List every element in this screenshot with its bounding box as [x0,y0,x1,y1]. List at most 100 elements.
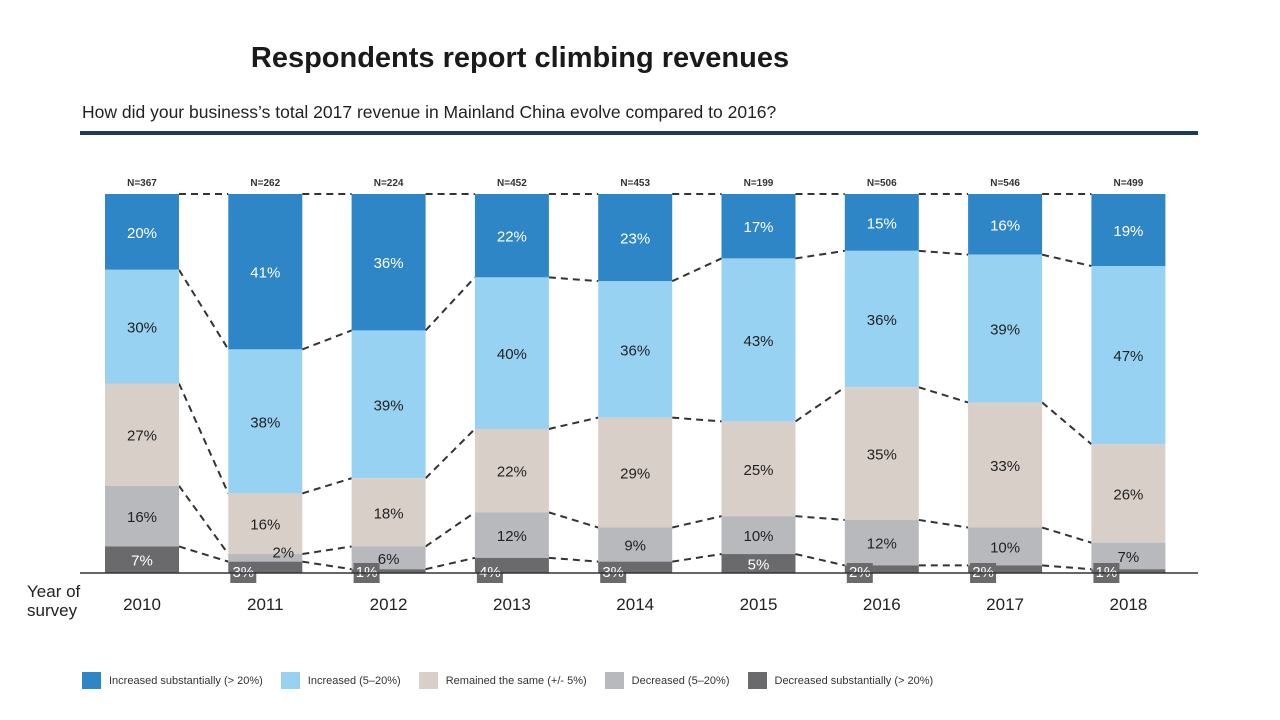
connector-line [1041,526,1092,544]
sample-size-label: N=546 [990,178,1020,189]
sample-size-label: N=453 [620,178,650,189]
connector-line [178,485,230,555]
legend-item: Remained the same (+/- 5%) [418,672,587,689]
value-label: 40% [497,346,527,363]
chart-subtitle: How did your business’s total 2017 reven… [82,102,777,122]
bar-segment [721,421,796,517]
connector-line [795,553,846,567]
bar-segment [474,428,549,513]
connector-line [178,545,229,563]
value-label: 35% [867,447,897,464]
value-label: 5% [748,557,770,574]
x-tick-label: 2015 [740,595,778,614]
bar-segment [721,554,796,573]
value-label: 33% [990,458,1020,475]
legend-item: Increased (5–20%) [280,672,401,689]
legend-swatch [747,672,767,689]
bar-segment [598,417,673,528]
connector-line [1041,253,1092,267]
bar-segment [474,194,549,278]
bar-segment [105,383,179,486]
value-label: 25% [743,462,773,479]
legend-swatch [280,672,300,689]
legend-item: Increased substantially (> 20%) [82,672,263,689]
value-label: 43% [743,333,773,350]
bar-segment [844,387,919,520]
bar-segment [105,269,179,384]
bar-segment [721,194,796,259]
value-label: 12% [497,528,527,545]
value-label: 7% [1118,549,1140,566]
connector-line [1042,564,1092,571]
value-label: 20% [127,225,157,242]
sample-size-label: N=452 [497,178,527,189]
connector-line [672,553,722,563]
bar-segment [228,554,303,562]
value-label: 16% [127,509,157,526]
legend-label: Remained the same (+/- 5%) [445,674,587,687]
legend-swatch [418,672,438,689]
value-label: 39% [374,397,404,414]
value-label: 17% [743,219,773,236]
bar-segment [844,519,919,566]
legend-label: Decreased substantially (> 20%) [774,674,934,687]
connector-line [672,416,722,423]
legend-item: Decreased substantially (> 20%) [747,672,934,689]
bar-segment [968,527,1043,566]
bar-segment [844,194,919,251]
x-tick-label: 2012 [370,595,408,614]
sample-size-label: N=262 [250,178,280,189]
bar-segment [844,250,919,388]
sample-size-label: N=199 [744,178,774,189]
legend-label: Increased (5–20%) [307,674,401,687]
connector-line [794,386,846,423]
value-label: 39% [990,322,1020,339]
connector-line [302,560,352,571]
connector-line [918,386,969,404]
bar-segment [598,194,673,282]
sample-size-label: N=506 [867,178,897,189]
value-label: 18% [374,505,404,522]
connector-line [425,511,476,548]
connector-line [671,515,722,529]
legend-swatch [604,672,624,689]
connector-line [425,556,476,571]
connector-line [918,518,969,529]
bar-segment [1091,444,1166,543]
value-label: 10% [990,539,1020,556]
value-label: 26% [1113,486,1143,503]
value-label: 9% [624,538,646,555]
bar-segment [228,194,303,350]
connector-line [424,428,476,479]
value-label: 30% [127,320,157,337]
bar-segment [351,569,426,573]
value-label: 47% [1113,348,1143,365]
bar-segment [228,493,303,555]
connector-line [178,383,230,494]
connector-line [1041,401,1093,445]
bar-segment [105,194,179,270]
x-tick-label: 2011 [247,595,284,614]
bar-segment [598,527,673,562]
connector-line [795,249,845,260]
connector-line [302,545,352,556]
connector-line [671,257,722,283]
x-tick-label: 2018 [1109,595,1147,614]
bar-segment [598,281,673,418]
x-tick-label: 2016 [863,595,901,614]
sample-size-label: N=367 [127,178,157,189]
bar-segment [1091,266,1166,445]
x-axis-label: Year of survey [27,582,81,620]
sample-size-label: N=224 [374,178,404,189]
bar-segment [844,565,919,573]
legend-swatch [82,672,101,689]
bar-segment [351,478,426,547]
value-label: 6% [378,551,400,568]
value-label: 41% [250,265,280,282]
bar-segment [721,516,796,555]
bar-segment [968,402,1043,528]
value-label: 15% [867,215,897,232]
bar-segment [351,194,426,331]
connector-line [302,477,352,495]
connector-line [301,329,352,351]
